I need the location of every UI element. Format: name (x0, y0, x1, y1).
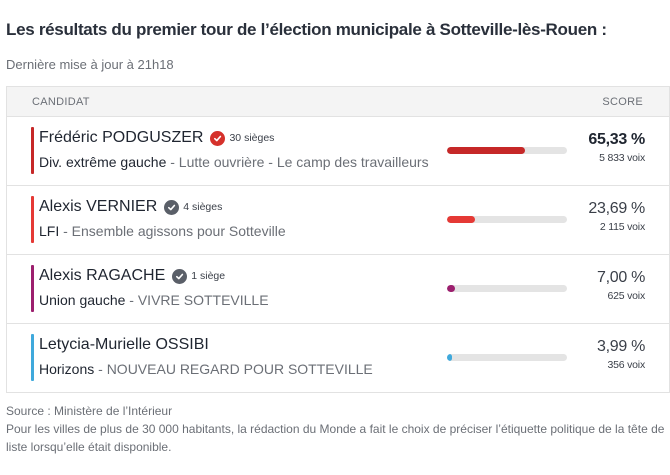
party-line: Horizons - NOUVEAU REGARD POUR SOTTEVILL… (39, 361, 431, 377)
seats-count: 4 sièges (183, 201, 223, 213)
table-body: Frédéric PODGUSZER 30 sièges Div. extrême … (7, 117, 669, 393)
score-cell: 23,69 % 2 115 voix (588, 200, 645, 233)
candidate-name-line: Letycia-Murielle OSSIBI (39, 336, 209, 354)
table-row: Alexis VERNIER 4 sièges LFI - Ensemble agi… (7, 186, 669, 255)
seats-count: 1 siège (191, 270, 226, 282)
party-label: Div. extrême gauche (39, 154, 167, 170)
vote-count: 2 115 voix (599, 221, 645, 233)
score-bar-fill (447, 147, 526, 154)
vote-count: 625 voix (607, 290, 645, 302)
party-line: LFI - Ensemble agissons pour Sotteville (39, 223, 431, 239)
party-line: Union gauche - VIVRE SOTTEVILLE (39, 292, 431, 308)
footer: Source : Ministère de l’Intérieur Pour l… (6, 402, 666, 456)
methodology-note: Pour les villes de plus de 30 000 habita… (6, 422, 665, 454)
score-cell: 3,99 % 356 voix (597, 338, 645, 371)
vote-count: 5 833 voix (599, 152, 645, 164)
score-bar-track (447, 285, 567, 292)
party-color-marker (31, 127, 34, 174)
score-bar-track (447, 354, 567, 361)
party-line: Div. extrême gauche - Lutte ouvrière - L… (39, 154, 431, 170)
score-percent: 65,33 % (588, 131, 645, 148)
score-bar-fill (447, 216, 476, 223)
score-percent: 23,69 % (588, 200, 645, 217)
table-header: CANDIDAT SCORE (7, 87, 669, 117)
list-name: - NOUVEAU REGARD POUR SOTTEVILLE (94, 361, 373, 377)
party-label: LFI (39, 223, 60, 239)
party-color-marker (31, 196, 34, 243)
score-cell: 7,00 % 625 voix (597, 269, 645, 302)
seats-count: 30 sièges (229, 132, 275, 144)
score-bar-track (447, 147, 567, 154)
party-color-marker (31, 334, 34, 381)
table-row: Letycia-Murielle OSSIBI Horizons - NOUVEA… (7, 324, 669, 393)
candidate-name: Alexis RAGACHE (39, 267, 166, 284)
header-candidate: CANDIDAT (32, 96, 90, 108)
check-badge-icon (164, 200, 180, 215)
party-label: Horizons (39, 361, 95, 377)
source-note: Source : Ministère de l’Intérieur (6, 404, 173, 418)
score-bar-fill (447, 285, 456, 292)
score-percent: 7,00 % (596, 269, 645, 286)
table-row: Frédéric PODGUSZER 30 sièges Div. extrême … (7, 117, 669, 186)
score-bar-track (447, 216, 567, 223)
check-badge-icon (172, 269, 188, 284)
score-cell: 65,33 % 5 833 voix (588, 131, 645, 164)
vote-count: 356 voix (607, 359, 645, 371)
party-color-marker (31, 265, 34, 312)
candidate-name: Frédéric PODGUSZER (39, 129, 204, 146)
score-percent: 3,99 % (596, 338, 645, 355)
table-row: Alexis RAGACHE 1 siège Union gauche - VIVR… (7, 255, 669, 324)
party-label: Union gauche (39, 292, 126, 308)
candidate-name-line: Frédéric PODGUSZER 30 sièges (39, 129, 274, 147)
candidate-name: Letycia-Murielle OSSIBI (39, 336, 209, 353)
page-title: Les résultats du premier tour de l’élect… (6, 20, 607, 39)
list-name: - VIVRE SOTTEVILLE (125, 292, 269, 308)
results-table: CANDIDAT SCORE Frédéric PODGUSZER 30 sièg… (6, 86, 670, 393)
score-bar-fill (447, 354, 452, 361)
last-update: Dernière mise à jour à 21h18 (6, 57, 174, 72)
header-score: SCORE (602, 96, 643, 108)
check-badge-icon (210, 131, 226, 146)
candidate-name-line: Alexis RAGACHE 1 siège (39, 267, 225, 285)
candidate-name-line: Alexis VERNIER 4 sièges (39, 198, 222, 216)
candidate-name: Alexis VERNIER (39, 198, 158, 215)
list-name: - Ensemble agissons pour Sotteville (59, 223, 286, 239)
list-name: - Lutte ouvrière - Le camp des travaille… (166, 154, 429, 170)
